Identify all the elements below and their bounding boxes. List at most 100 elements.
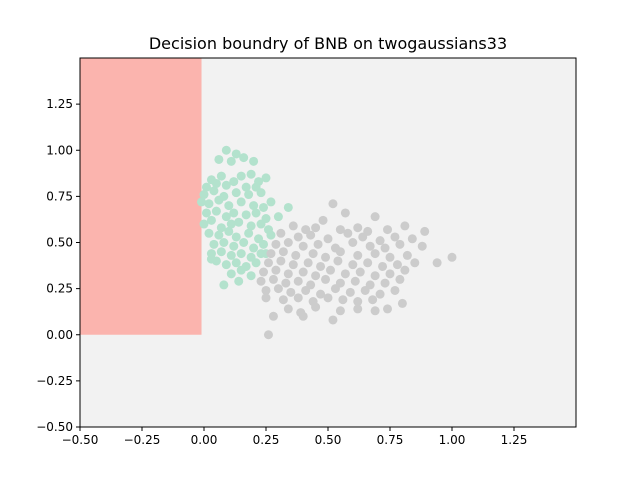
point-1-48	[348, 260, 358, 270]
point-1-34	[291, 250, 301, 260]
point-1-25	[313, 239, 323, 249]
point-1-6	[288, 221, 298, 231]
point-1-75	[380, 278, 390, 288]
point-0-51	[224, 226, 234, 236]
point-0-11	[261, 173, 271, 183]
point-1-16	[323, 234, 333, 244]
point-1-85	[375, 289, 385, 299]
point-0-33	[201, 208, 211, 218]
point-0-59	[239, 238, 249, 247]
point-0-14	[221, 180, 231, 190]
point-1-47	[333, 256, 343, 266]
point-1-57	[283, 269, 293, 279]
point-0-50	[214, 230, 224, 240]
x-tick-label-3: 0.25	[253, 433, 280, 447]
point-0-24	[266, 197, 276, 207]
point-0-63	[216, 247, 226, 257]
y-tick-label-5: 0.75	[46, 189, 73, 203]
point-1-30	[395, 239, 405, 249]
point-0-57	[219, 238, 229, 247]
point-0-25	[197, 197, 207, 207]
point-1-91	[323, 293, 333, 303]
point-0-4	[239, 153, 249, 163]
point-1-41	[402, 250, 412, 260]
point-1-29	[380, 243, 390, 253]
point-1-10	[353, 223, 363, 233]
point-1-39	[370, 249, 380, 259]
x-tick-label-7: 1.25	[501, 433, 528, 447]
point-1-83	[345, 287, 355, 297]
y-tick-label-7: 1.25	[46, 97, 73, 111]
point-0-15	[229, 177, 239, 187]
x-tick-label-4: 0.50	[315, 433, 342, 447]
point-1-73	[350, 276, 360, 286]
point-0-34	[211, 206, 221, 216]
point-1-99	[335, 306, 345, 316]
point-0-47	[256, 219, 266, 229]
point-1-87	[261, 293, 271, 303]
point-1-100	[353, 304, 363, 314]
point-1-54	[447, 252, 457, 262]
point-1-66	[256, 276, 266, 286]
point-0-52	[231, 232, 241, 242]
series-1	[256, 199, 457, 340]
point-1-18	[358, 232, 368, 242]
point-0-3	[226, 156, 236, 166]
point-1-33	[278, 247, 288, 257]
point-1-17	[343, 228, 353, 238]
point-1-3	[318, 215, 328, 225]
point-1-23	[283, 238, 293, 247]
point-1-106	[263, 330, 273, 340]
point-1-22	[271, 239, 281, 249]
point-1-28	[365, 241, 375, 251]
x-tick-label-1: −0.25	[124, 433, 161, 447]
series-0	[197, 145, 293, 290]
point-1-14	[293, 232, 303, 242]
point-0-61	[259, 239, 269, 249]
point-0-32	[283, 202, 293, 212]
point-1-2	[370, 212, 380, 222]
point-0-65	[236, 249, 246, 259]
point-0-41	[199, 219, 209, 229]
point-0-75	[246, 271, 256, 281]
point-0-76	[219, 280, 229, 290]
point-1-81	[316, 289, 326, 299]
point-1-65	[400, 265, 410, 275]
point-1-79	[286, 287, 296, 297]
point-0-19	[209, 186, 219, 196]
point-0-31	[259, 202, 269, 212]
point-1-88	[278, 295, 288, 305]
point-0-27	[214, 195, 224, 205]
x-tick-label-6: 1.00	[439, 433, 466, 447]
point-0-56	[209, 239, 219, 249]
y-tick-label-3: 0.25	[46, 282, 73, 296]
point-1-86	[390, 285, 400, 295]
point-1-21	[407, 234, 417, 244]
y-tick-label-6: 1.00	[46, 143, 73, 157]
point-0-9	[246, 169, 256, 179]
point-0-46	[246, 221, 256, 231]
point-1-0	[328, 199, 338, 209]
point-0-40	[273, 212, 283, 222]
x-tick-label-0: −0.50	[62, 433, 99, 447]
point-0-42	[206, 215, 216, 225]
point-1-38	[353, 250, 363, 260]
point-1-63	[370, 271, 380, 281]
point-1-105	[328, 315, 338, 325]
plot-area	[80, 58, 576, 427]
point-1-89	[293, 293, 303, 303]
point-1-37	[335, 247, 345, 257]
point-1-15	[306, 230, 316, 240]
point-1-27	[348, 238, 358, 247]
point-0-18	[199, 190, 209, 200]
decision-region-0	[80, 58, 202, 335]
point-1-103	[268, 311, 278, 321]
point-1-20	[390, 232, 400, 242]
point-1-56	[271, 265, 281, 275]
point-0-45	[234, 217, 244, 227]
point-1-64	[385, 269, 395, 279]
axes: −0.50 −0.25 0.00 0.25 0.50 0.75 1.00 1.25 −0.50 −…	[36, 57, 577, 447]
point-1-13	[276, 228, 286, 238]
